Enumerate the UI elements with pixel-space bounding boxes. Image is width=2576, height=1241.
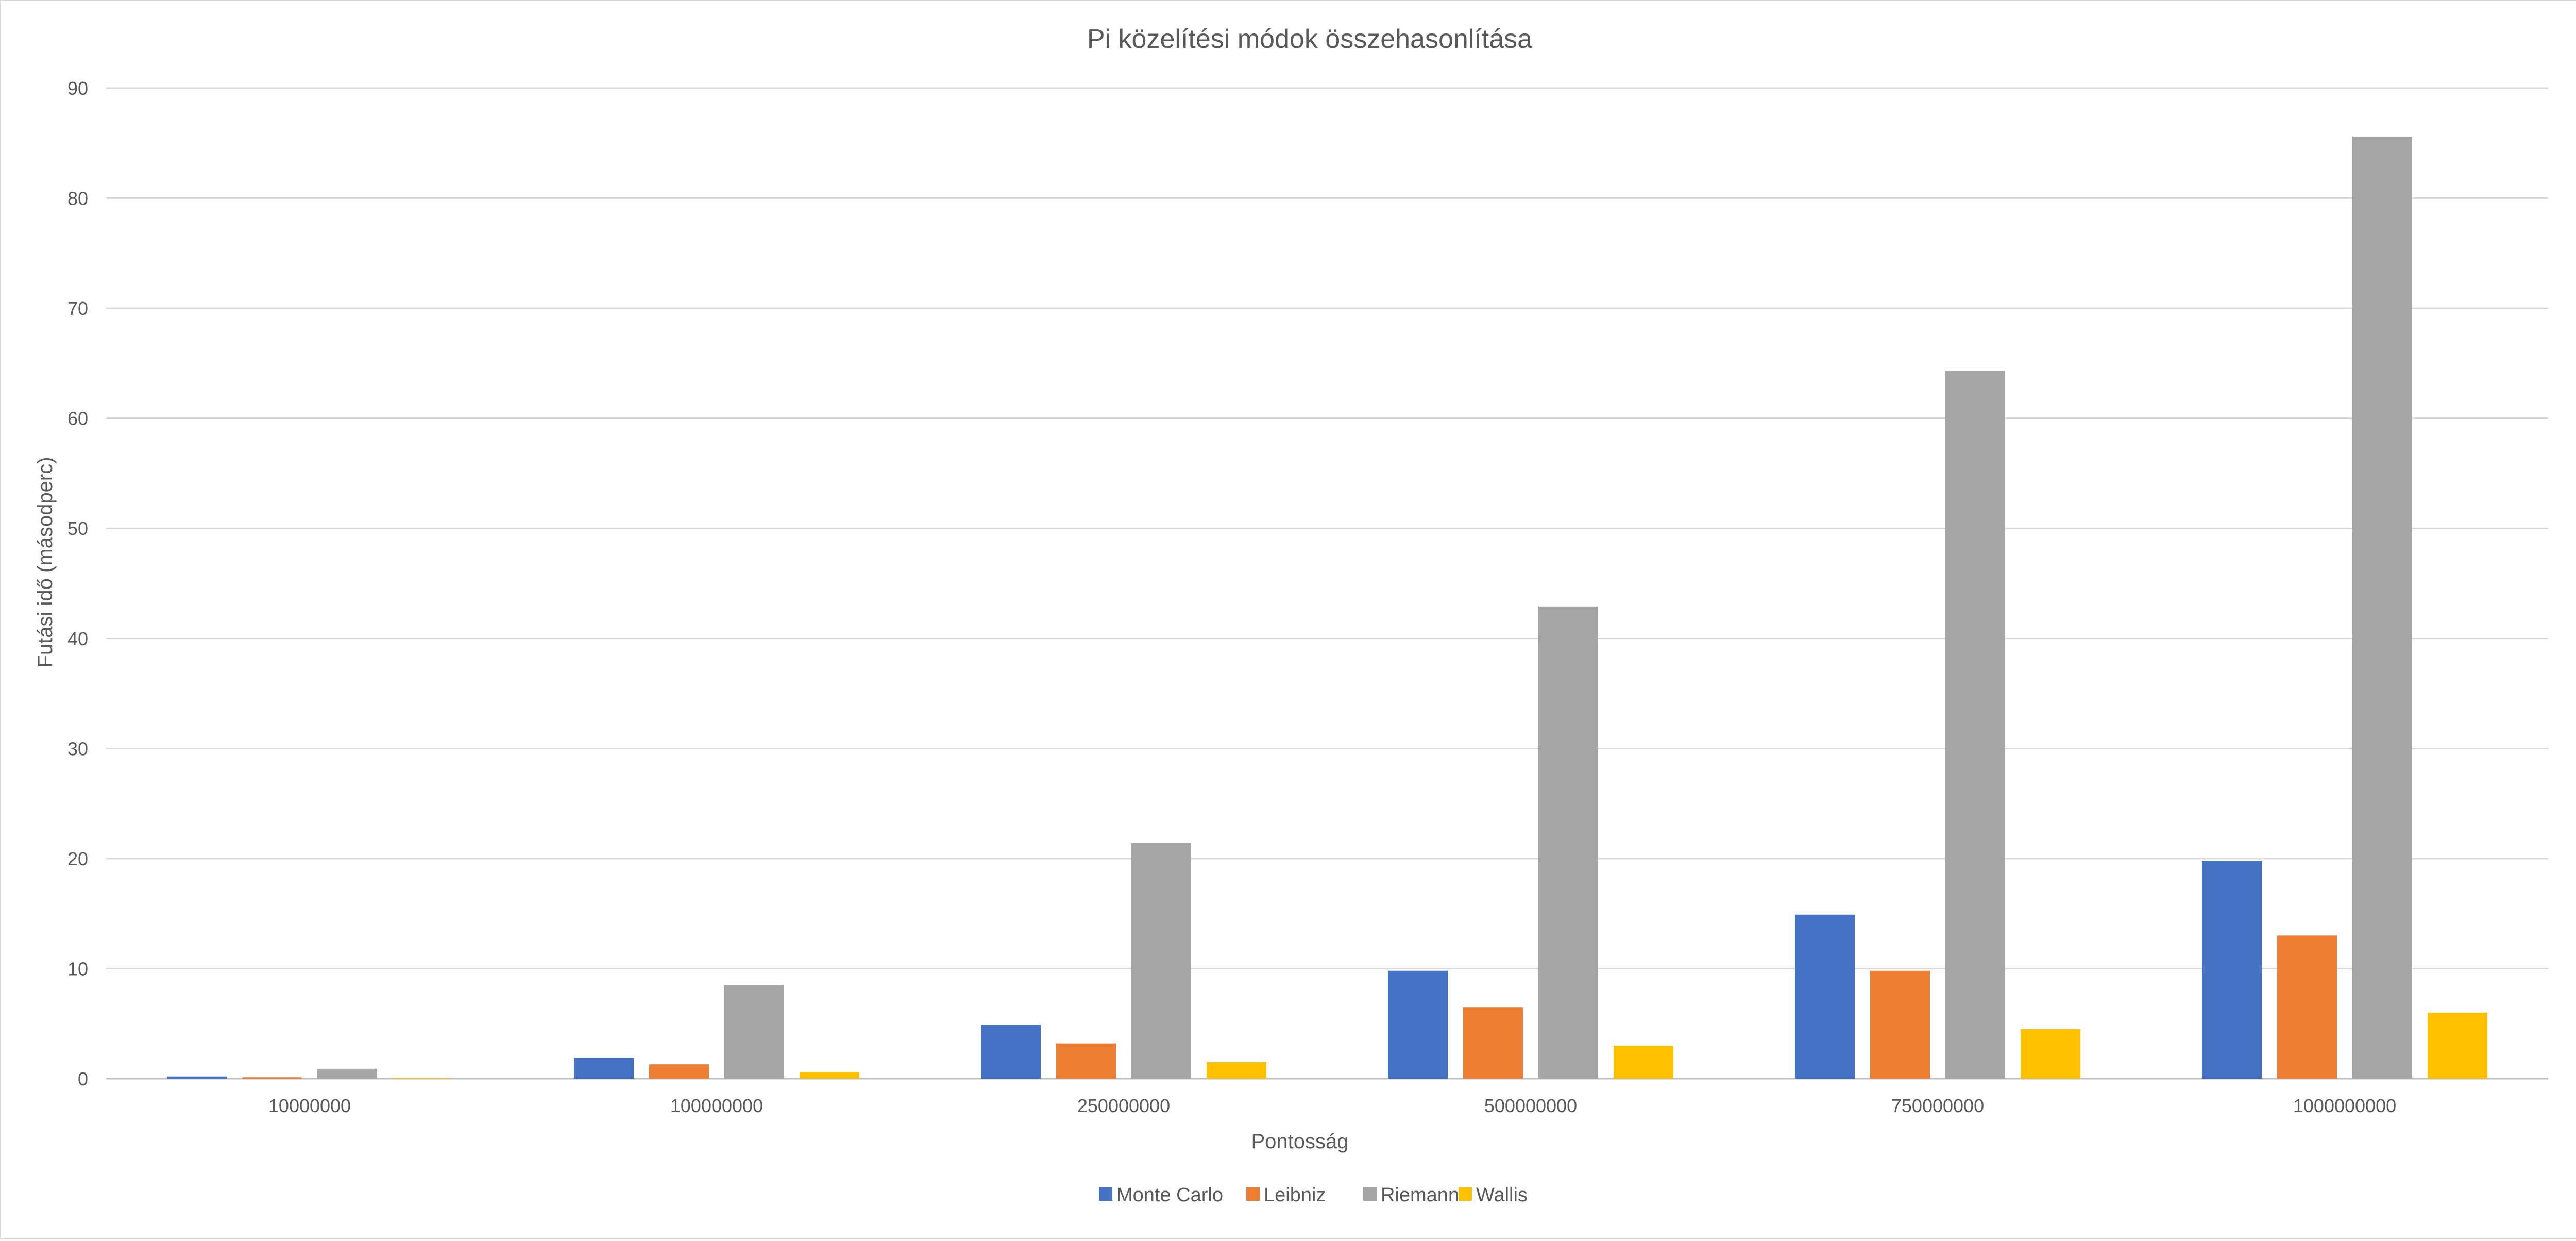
y-tick-label: 60 xyxy=(67,408,88,429)
y-tick-label: 90 xyxy=(67,78,88,99)
bar-wallis xyxy=(2428,1012,2487,1079)
x-tick-label: 100000000 xyxy=(670,1095,763,1116)
legend-label: Wallis xyxy=(1476,1184,1528,1206)
x-tick-label: 500000000 xyxy=(1484,1095,1577,1116)
bar-riemann xyxy=(317,1068,377,1079)
y-tick-label: 70 xyxy=(67,298,88,319)
legend-swatch xyxy=(1363,1187,1377,1201)
gridlines xyxy=(106,87,2548,1080)
y-tick-label: 10 xyxy=(67,958,88,979)
x-tick-label: 750000000 xyxy=(1891,1095,1984,1116)
y-tick-label: 30 xyxy=(67,738,88,759)
bar-riemann xyxy=(1945,371,2005,1079)
bar-wallis xyxy=(2021,1029,2080,1079)
legend-label: Monte Carlo xyxy=(1116,1184,1223,1206)
bar-monte-carlo xyxy=(1388,970,1448,1079)
bar-leibniz xyxy=(1056,1043,1116,1079)
y-tick-label: 0 xyxy=(78,1068,88,1089)
bar-monte-carlo xyxy=(167,1076,227,1079)
bar-leibniz xyxy=(1870,970,1930,1079)
bar-leibniz xyxy=(649,1064,709,1079)
bar-leibniz xyxy=(1463,1007,1523,1079)
bar-monte-carlo xyxy=(574,1058,634,1079)
bar-leibniz xyxy=(242,1077,302,1079)
x-tick-label: 10000000 xyxy=(268,1095,351,1116)
legend: Monte Carlo Leibniz Riemann Wallis xyxy=(1099,1184,1528,1206)
bar-monte-carlo xyxy=(1795,914,1855,1079)
legend-label: Riemann xyxy=(1381,1184,1459,1206)
y-axis-title: Futási idő (másodperc) xyxy=(34,457,57,667)
y-tick-label: 40 xyxy=(67,628,88,649)
bars xyxy=(167,136,2487,1079)
bar-wallis xyxy=(393,1078,452,1079)
x-tick-label: 1000000000 xyxy=(2293,1095,2396,1116)
bar-wallis xyxy=(800,1072,859,1079)
bar-riemann xyxy=(1131,843,1191,1079)
x-axis-title: Pontosság xyxy=(1251,1130,1348,1153)
legend-swatch xyxy=(1099,1187,1112,1201)
bar-wallis xyxy=(1207,1062,1266,1079)
y-tick-label: 20 xyxy=(67,848,88,869)
bar-riemann xyxy=(724,985,784,1079)
legend-swatch xyxy=(1459,1187,1472,1201)
y-axis-ticks: 0 10 20 30 40 50 60 70 80 90 xyxy=(67,78,88,1089)
legend-label: Leibniz xyxy=(1264,1184,1326,1206)
x-axis-ticks: 10000000 100000000 250000000 500000000 75000… xyxy=(268,1095,2396,1116)
bar-wallis xyxy=(1614,1045,1673,1079)
y-tick-label: 80 xyxy=(67,188,88,209)
y-tick-label: 50 xyxy=(67,518,88,539)
bar-monte-carlo xyxy=(2202,861,2262,1079)
bar-riemann xyxy=(1538,606,1598,1079)
bar-riemann xyxy=(2352,136,2412,1079)
bar-leibniz xyxy=(2277,935,2337,1079)
legend-swatch xyxy=(1246,1187,1260,1201)
bar-monte-carlo xyxy=(981,1025,1041,1079)
chart-title: Pi közelítési módok összehasonlítása xyxy=(1087,24,1532,54)
x-tick-label: 250000000 xyxy=(1077,1095,1170,1116)
